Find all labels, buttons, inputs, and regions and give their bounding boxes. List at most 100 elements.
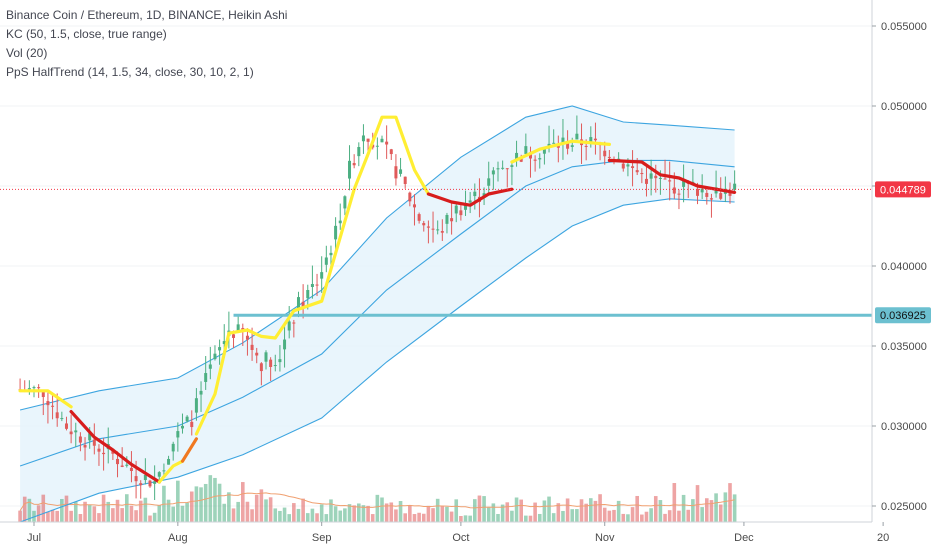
candle-body [129,467,133,471]
volume-bar [431,508,435,522]
candle-body [515,152,519,160]
volume-bar [556,503,561,522]
candle-body [180,425,184,429]
candle-body [37,387,41,389]
candle-body [208,364,212,369]
volume-bar [486,507,491,522]
support-price-tag-box [875,307,931,324]
candle-body [570,145,574,147]
halftrend-up-segment [18,389,73,409]
candle-body [644,178,648,184]
candle-body [60,418,64,420]
volume-bar [459,515,463,522]
candle-body [663,178,667,180]
candle-body [422,223,426,226]
candle-body [120,465,124,467]
volume-bar [227,492,231,522]
halftrend-down-segment [426,187,514,207]
candle-body [547,143,551,147]
volume-bar [435,498,440,522]
volume-bar [78,514,83,522]
candle-body [32,387,36,389]
volume-bar [533,502,537,522]
candle-body [27,388,31,390]
candle-body [487,178,491,186]
volume-bar [189,491,194,522]
candle-body [41,392,45,398]
legend-title: Binance Coin / Ethereum, 1D, BINANCE, He… [6,8,288,22]
candle-body [668,180,672,182]
candle-body [55,412,59,419]
candle-body [426,226,430,228]
candle-body [185,416,189,422]
candle-body [134,476,138,482]
volume-bar [180,505,185,522]
candle-body [236,324,240,332]
volume-bar [60,498,64,522]
candle-body [473,191,477,197]
candle-body [357,147,361,157]
candle-body [287,321,291,331]
candle-body [143,474,147,481]
candle-body [566,143,570,149]
volume-bar [111,508,115,522]
candle-body [148,480,152,487]
candle-body [245,335,249,340]
candle-body [635,170,639,173]
candle-body [538,158,542,160]
volume-bar [723,492,728,522]
volume-bar [524,515,528,522]
volume-bar [259,489,264,522]
volume-bar [92,506,97,522]
volume-bar [22,496,27,522]
candle-body [88,433,92,441]
candle-body [459,210,463,216]
volume-bar [222,503,227,522]
candle-body [250,344,254,350]
volume-bar [199,487,203,522]
x-tick-label: 20 [877,532,889,544]
volume-bar [157,505,162,522]
volume-bar [375,494,380,522]
volume-bar [241,482,245,522]
candle-body [269,359,273,367]
volume-bar [278,510,282,522]
candle-body [394,166,398,179]
candle-body [436,229,440,231]
volume-bar [310,508,315,522]
volume-bar [171,506,175,522]
candle-body [83,445,87,448]
candle-body [593,138,597,141]
volume-bar [69,510,73,522]
candle-body [167,458,171,465]
candle-body [640,173,644,175]
candle-body [496,168,500,170]
candle-body [709,198,713,200]
y-tick-label: 0.040000 [881,261,927,273]
candle-body [705,192,709,197]
candle-body [533,159,537,161]
volume-bar [714,493,718,522]
volume-bar [143,497,148,522]
volume-bars [18,475,737,522]
candle-body [310,283,314,287]
volume-bar [389,502,394,522]
volume-bar [73,501,78,522]
legend-kc: KC (50, 1.5, close, true range) [6,27,167,41]
volume-bar [282,507,287,522]
candle-body [575,133,579,140]
candle-body [450,218,454,222]
candle-body [431,228,435,230]
volume-bar [426,505,431,522]
candle-body [324,257,328,265]
candle-body [204,373,208,382]
candle-body [190,421,194,428]
candle-body [315,284,319,286]
volume-bar [561,510,565,522]
volume-bar [445,506,449,522]
volume-bar [607,510,612,522]
volume-bar [663,513,667,522]
volume-bar [695,485,700,522]
candle-body [264,352,268,362]
